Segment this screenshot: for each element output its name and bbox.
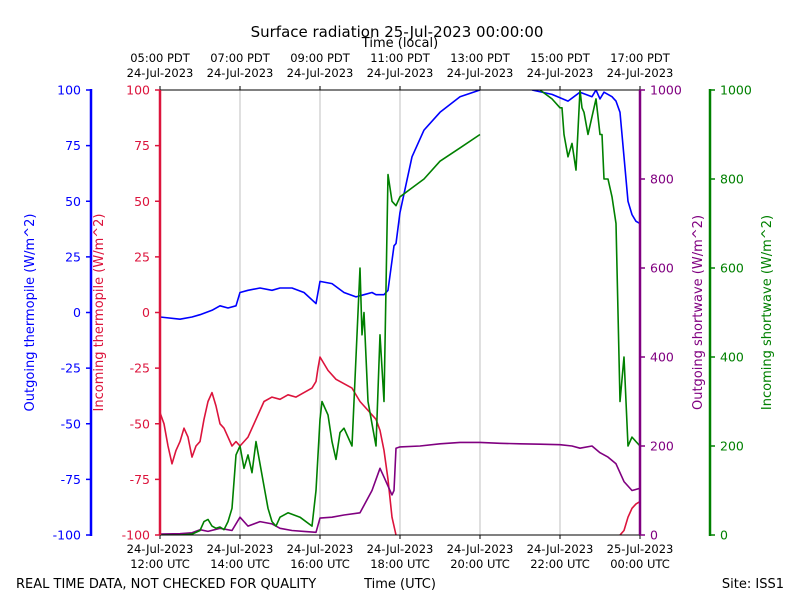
grid-layer [239, 90, 561, 535]
y-tick-label-outgoing_thermopile: 50 [65, 194, 81, 209]
x-tick-label-utc-date: 24-Jul-2023 [287, 542, 354, 556]
x-tick-label-utc-time: 12:00 UTC [130, 557, 190, 571]
top-axis-label: Time (local) [361, 36, 438, 51]
y-tick-label-incoming_thermopile: -100 [122, 528, 150, 543]
quality-note: REAL TIME DATA, NOT CHECKED FOR QUALITY [16, 577, 316, 592]
y-tick-label-outgoing_thermopile: 25 [65, 249, 81, 264]
x-tick-label-local-time: 15:00 PDT [530, 51, 591, 65]
y-axis-label-outgoing_shortwave: Outgoing shortwave (W/m^2) [691, 215, 706, 410]
y-tick-label-incoming_shortwave: 600 [720, 261, 744, 276]
y-tick-label-outgoing_thermopile: 75 [65, 138, 81, 153]
y-axis-label-outgoing_thermopile: Outgoing thermopile (W/m^2) [23, 214, 38, 412]
x-tick-label-local-time: 13:00 PDT [450, 51, 511, 65]
y-tick-label-incoming_thermopile: -75 [130, 472, 150, 487]
y-axis-label-incoming_thermopile: Incoming thermopile (W/m^2) [92, 214, 107, 412]
x-tick-label-local-date: 24-Jul-2023 [287, 66, 354, 80]
x-tick-label-local-time: 09:00 PDT [290, 51, 351, 65]
bottom-axis-label: Time (UTC) [363, 577, 436, 592]
x-tick-label-utc-date: 24-Jul-2023 [367, 542, 434, 556]
x-tick-label-utc-time: 20:00 UTC [450, 557, 510, 571]
series-line-outgoing_thermopile-1 [531, 90, 640, 225]
x-tick-label-local-date: 24-Jul-2023 [607, 66, 674, 80]
y-tick-label-outgoing_shortwave: 800 [650, 172, 674, 187]
y-tick-label-incoming_shortwave: 400 [720, 350, 744, 365]
y-axes-layer: -100 -75 -50 -25 0 25 50 75 100 Outgoing thermopi… [23, 83, 775, 543]
y-tick-label-outgoing_shortwave: 600 [650, 261, 674, 276]
y-axis-label-incoming_shortwave: Incoming shortwave (W/m^2) [760, 215, 775, 410]
y-tick-label-outgoing_thermopile: -50 [61, 416, 81, 431]
x-tick-label-local-time: 17:00 PDT [610, 51, 671, 65]
x-tick-label-utc-date: 24-Jul-2023 [447, 542, 514, 556]
x-tick-label-local-date: 24-Jul-2023 [207, 66, 274, 80]
y-tick-label-incoming_thermopile: 100 [126, 83, 150, 98]
series-line-incoming_shortwave-5 [160, 133, 481, 535]
x-tick-label-utc-time: 22:00 UTC [530, 557, 590, 571]
y-tick-label-outgoing_thermopile: 0 [73, 305, 81, 320]
series-line-outgoing_thermopile-0 [160, 90, 481, 321]
x-tick-label-local-time: 07:00 PDT [210, 51, 271, 65]
x-tick-label-utc-date: 24-Jul-2023 [527, 542, 594, 556]
x-tick-label-local-date: 24-Jul-2023 [367, 66, 434, 80]
x-tick-label-utc-date: 24-Jul-2023 [127, 542, 194, 556]
y-tick-label-incoming_thermopile: 50 [134, 194, 150, 209]
y-tick-label-incoming_shortwave: 0 [720, 528, 728, 543]
x-tick-label-utc-time: 00:00 UTC [610, 557, 670, 571]
x-tick-label-local-time: 11:00 PDT [370, 51, 431, 65]
y-tick-label-incoming_thermopile: -50 [130, 416, 150, 431]
y-tick-label-outgoing_shortwave: 200 [650, 439, 674, 454]
y-tick-label-incoming_shortwave: 800 [720, 172, 744, 187]
y-tick-label-outgoing_thermopile: -75 [61, 472, 81, 487]
series-line-incoming_thermopile-2 [160, 356, 397, 535]
y-tick-label-incoming_shortwave: 200 [720, 439, 744, 454]
series-line-incoming_thermopile-3 [619, 500, 640, 535]
y-tick-label-outgoing_shortwave: 1000 [650, 83, 682, 98]
x-tick-label-utc-date: 25-Jul-2023 [607, 542, 674, 556]
y-tick-label-outgoing_thermopile: -100 [53, 528, 81, 543]
series-line-incoming_shortwave-6 [539, 90, 640, 447]
x-tick-label-utc-time: 16:00 UTC [290, 557, 350, 571]
x-tick-label-local-time: 05:00 PDT [130, 51, 191, 65]
chart-title: Surface radiation 25-Jul-2023 00:00:00 [251, 23, 544, 41]
x-tick-label-utc-date: 24-Jul-2023 [207, 542, 274, 556]
x-tick-label-local-date: 24-Jul-2023 [447, 66, 514, 80]
x-tick-label-local-date: 24-Jul-2023 [127, 66, 194, 80]
site-label: Site: ISS1 [722, 577, 784, 592]
y-tick-label-outgoing_thermopile: 100 [57, 83, 81, 98]
y-tick-label-incoming_shortwave: 1000 [720, 83, 752, 98]
series-layer [160, 90, 640, 535]
x-tick-label-utc-time: 14:00 UTC [210, 557, 270, 571]
y-tick-label-outgoing_shortwave: 400 [650, 350, 674, 365]
y-tick-label-incoming_thermopile: -25 [130, 361, 150, 376]
series-line-outgoing_shortwave-4 [160, 441, 640, 535]
y-tick-label-incoming_thermopile: 75 [134, 138, 150, 153]
x-tick-label-utc-time: 18:00 UTC [370, 557, 430, 571]
x-tick-label-local-date: 24-Jul-2023 [527, 66, 594, 80]
y-tick-label-incoming_thermopile: 25 [134, 249, 150, 264]
y-tick-label-outgoing_shortwave: 0 [650, 528, 658, 543]
y-tick-label-outgoing_thermopile: -25 [61, 361, 81, 376]
y-tick-label-incoming_thermopile: 0 [142, 305, 150, 320]
